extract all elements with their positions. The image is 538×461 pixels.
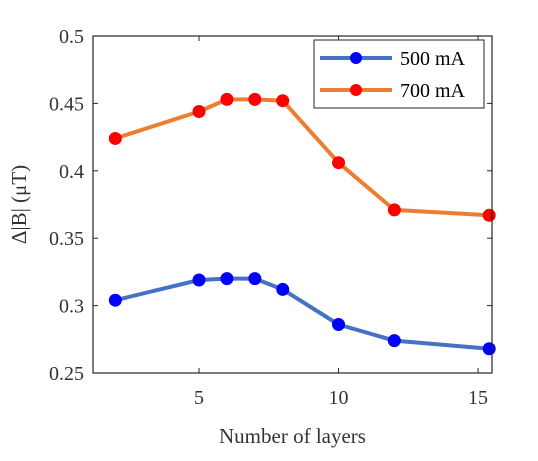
x-tick-label: 5 <box>194 387 204 409</box>
legend-swatch-marker <box>350 84 362 96</box>
legend-swatch-marker <box>350 52 362 64</box>
data-point <box>192 104 206 118</box>
legend-box <box>313 39 485 109</box>
series-2 <box>108 92 496 222</box>
data-point <box>192 273 206 287</box>
data-point <box>387 203 401 217</box>
legend-item: 700 mA <box>320 80 466 102</box>
data-point <box>248 92 262 106</box>
data-point <box>332 317 346 331</box>
series-group <box>108 92 496 356</box>
y-ticks: 0.25 0.3 0.35 0.4 0.45 0.5 <box>49 26 492 385</box>
legend: 500 mA 700 mA <box>313 39 485 109</box>
data-point <box>482 208 496 222</box>
series-1 <box>108 272 496 356</box>
data-point <box>220 92 234 106</box>
legend-item: 500 mA <box>320 48 466 70</box>
data-point <box>220 272 234 286</box>
x-axis-label: Number of layers <box>219 424 366 448</box>
y-axis-label: Δ|B| (μT) <box>7 165 31 244</box>
x-tick-label: 15 <box>468 387 488 409</box>
data-point <box>276 94 290 108</box>
data-point <box>387 334 401 348</box>
data-point <box>248 272 262 286</box>
y-tick-label: 0.3 <box>59 296 84 318</box>
legend-label: 700 mA <box>400 80 466 102</box>
data-point <box>332 156 346 170</box>
data-point <box>108 131 122 145</box>
x-tick-label: 10 <box>329 387 349 409</box>
legend-label: 500 mA <box>400 48 466 70</box>
data-point <box>276 282 290 296</box>
data-point <box>482 342 496 356</box>
y-tick-label: 0.45 <box>49 93 84 115</box>
y-tick-label: 0.35 <box>49 228 84 250</box>
y-tick-label: 0.5 <box>59 26 84 48</box>
x-ticks: 5 10 15 <box>194 36 488 409</box>
y-tick-label: 0.4 <box>59 161 84 183</box>
y-tick-label: 0.25 <box>49 363 84 385</box>
plot-frame <box>92 35 493 374</box>
data-point <box>108 293 122 307</box>
